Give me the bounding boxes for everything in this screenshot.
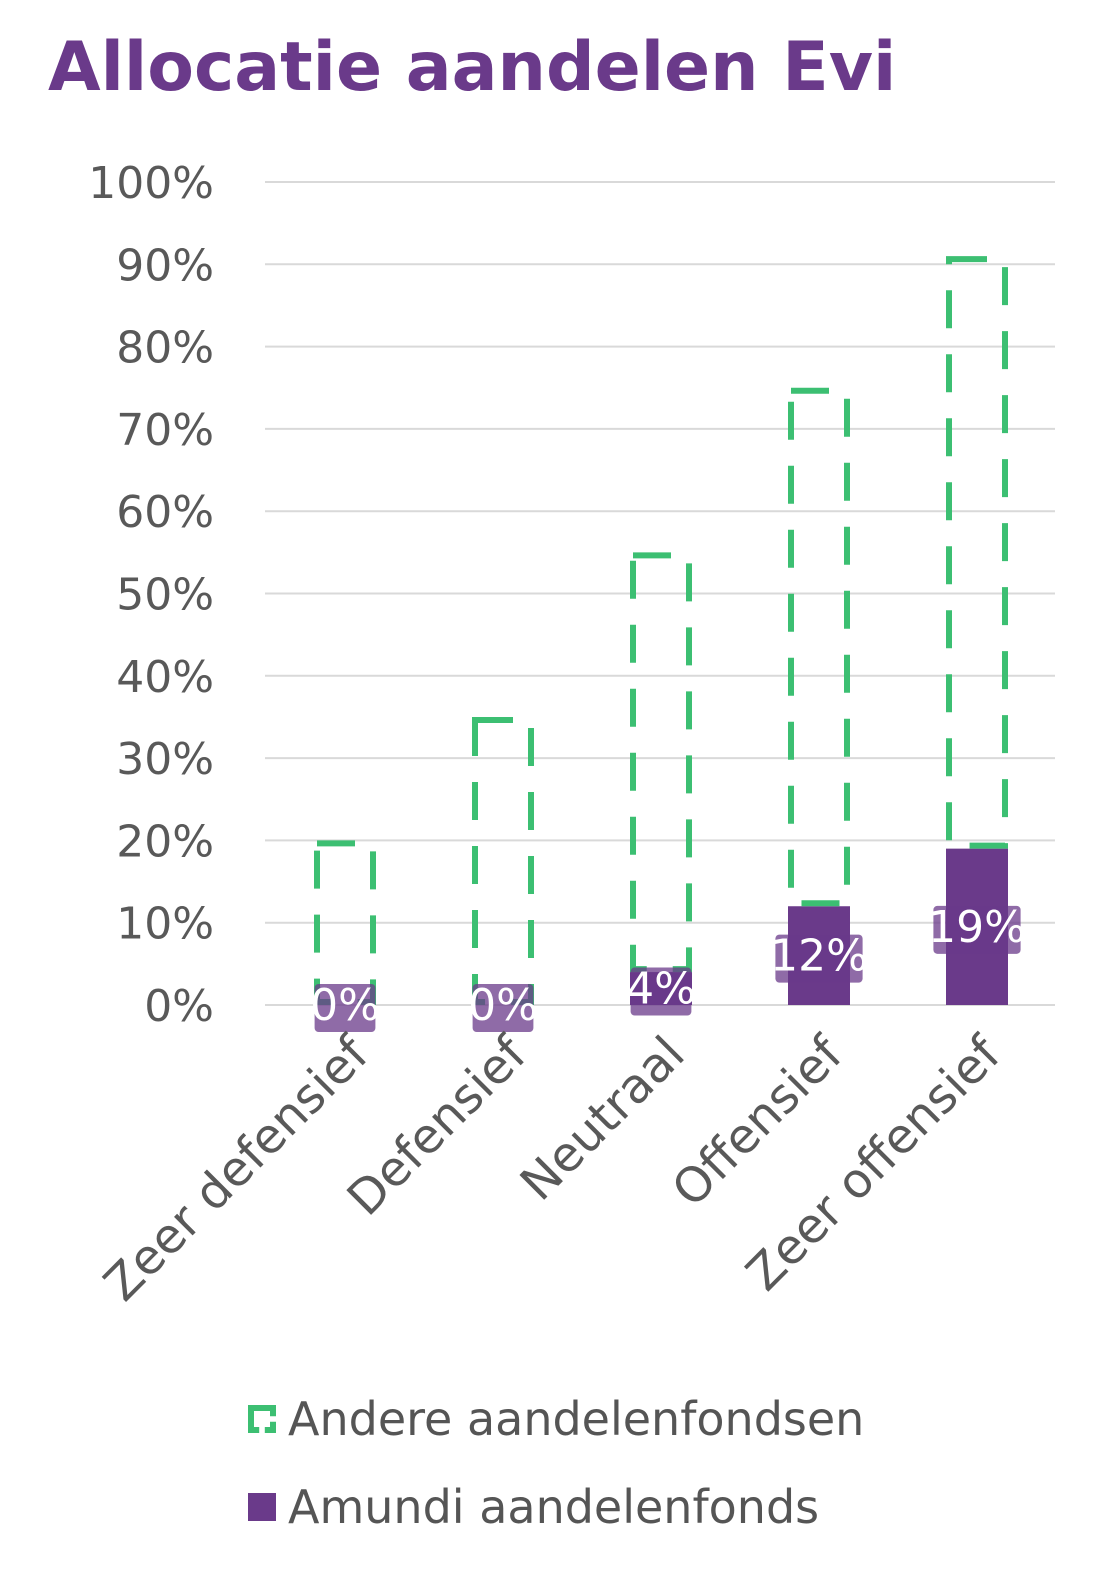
legend-item-other: Andere aandelenfondsen [248,1392,864,1446]
y-tick-label: 80% [116,323,214,374]
bar-other [946,256,1008,849]
legend-item-amundi: Amundi aandelenfonds [248,1480,819,1534]
legend-label-other: Andere aandelenfondsen [288,1392,865,1446]
data-label-background [472,984,534,1032]
bar-other [472,716,534,1005]
chart-title: Allocatie aandelen Evi [48,28,897,107]
x-tick-label: Zeer defensief [93,1025,380,1312]
bar-other [630,552,692,973]
bar-other [314,840,376,1006]
y-tick-label: 60% [116,487,214,538]
bar-other [788,387,850,907]
y-tick-label: 50% [116,570,214,621]
y-tick-label: 40% [116,652,214,703]
y-tick-label: 90% [116,240,214,291]
data-label-background [314,984,376,1032]
y-tick-label: 0% [144,981,214,1032]
data-label: 0% [468,980,538,1031]
y-tick-label: 20% [116,816,214,867]
y-tick-label: 100% [88,158,214,209]
legend-label-amundi: Amundi aandelenfonds [288,1480,820,1534]
y-tick-label: 10% [116,899,214,950]
data-label-background [775,934,863,983]
data-label-background [933,905,1021,954]
legend-swatch-amundi [248,1493,276,1521]
y-tick-label: 70% [116,405,214,456]
legend-swatch-other [248,1405,276,1433]
data-label: 4% [626,964,696,1015]
y-tick-label: 30% [116,734,214,785]
data-label: 0% [310,980,380,1031]
data-label: 12% [770,931,868,982]
data-label: 19% [928,902,1026,953]
data-label-background [630,967,692,1016]
